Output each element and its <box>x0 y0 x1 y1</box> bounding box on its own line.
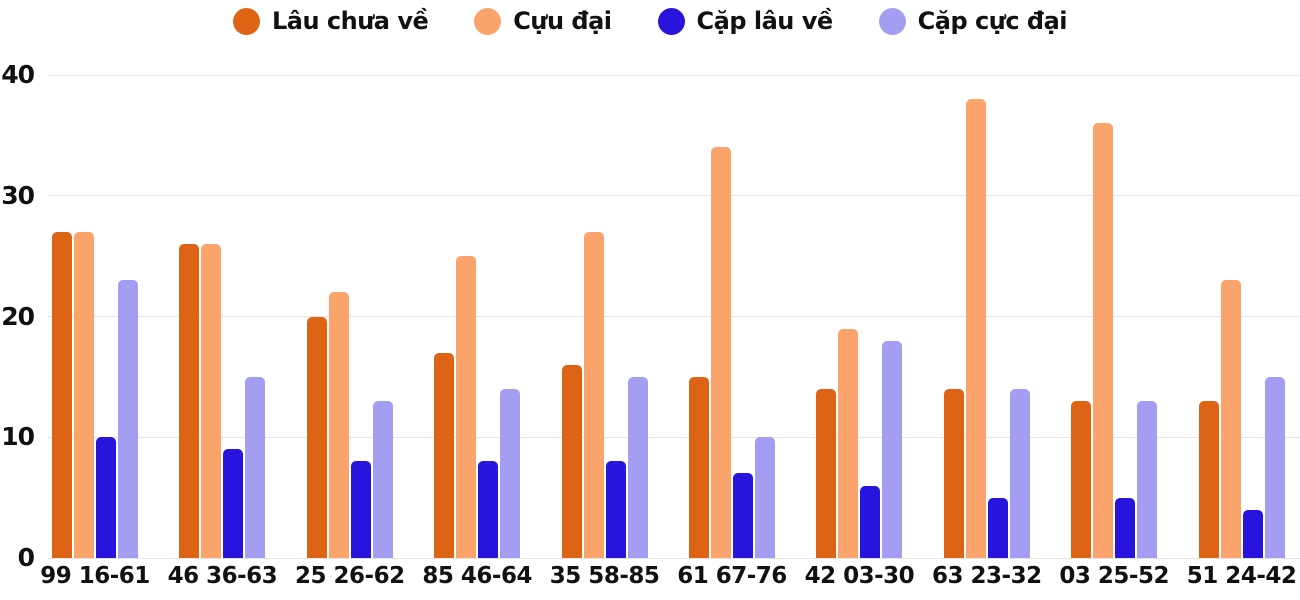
bar-cap-cuc-ai-61-67-76[interactable] <box>755 437 775 558</box>
x-axis-label-61-67-76: 61 67-76 <box>677 563 787 589</box>
legend-label: Cặp cực đại <box>917 7 1068 35</box>
bar-cap-lau-ve-42-03-30[interactable] <box>860 485 881 558</box>
y-axis-tick-20: 20 <box>1 301 35 331</box>
bar-lau-chua-ve-85-46-64[interactable] <box>434 352 455 558</box>
bar-cuu-ai-61-67-76[interactable] <box>711 147 731 558</box>
x-axis-label-25-26-62: 25 26-62 <box>295 563 405 589</box>
bar-cap-lau-ve-46-36-63[interactable] <box>223 449 244 558</box>
gridline-10 <box>48 436 1300 438</box>
y-axis-tick-30: 30 <box>1 180 35 210</box>
bar-cap-cuc-ai-63-23-32[interactable] <box>1009 388 1030 558</box>
bar-cap-lau-ve-03-25-52[interactable] <box>1115 497 1136 558</box>
gridline-0 <box>48 557 1300 559</box>
x-axis-label-03-25-52: 03 25-52 <box>1059 563 1169 589</box>
bar-lau-chua-ve-51-24-42[interactable] <box>1198 401 1219 558</box>
bar-lau-chua-ve-03-25-52[interactable] <box>1071 401 1092 558</box>
bar-cap-lau-ve-63-23-32[interactable] <box>987 497 1008 558</box>
bar-cap-cuc-ai-46-36-63[interactable] <box>245 376 266 558</box>
bar-cap-cuc-ai-35-58-85[interactable] <box>627 376 648 558</box>
bar-cap-cuc-ai-51-24-42[interactable] <box>1264 376 1285 558</box>
legend-swatch-icon <box>474 7 502 35</box>
x-axis-label-85-46-64: 85 46-64 <box>422 563 532 589</box>
x-axis-label-99-16-61: 99 16-61 <box>40 563 150 589</box>
legend-label: Cựu đại <box>513 7 612 35</box>
bar-cuu-ai-46-36-63[interactable] <box>201 244 222 558</box>
legend-item-lau-chua-ve[interactable]: Lâu chưa về <box>232 7 429 35</box>
bar-lau-chua-ve-61-67-76[interactable] <box>689 376 709 558</box>
bar-cap-cuc-ai-99-16-61[interactable] <box>118 280 138 558</box>
legend-swatch-icon <box>232 7 260 35</box>
bar-cap-lau-ve-61-67-76[interactable] <box>733 473 753 558</box>
legend-swatch-icon <box>657 7 685 35</box>
gridline-30 <box>48 195 1300 197</box>
x-axis-label-35-58-85: 35 58-85 <box>549 563 660 589</box>
bar-cuu-ai-35-58-85[interactable] <box>583 231 604 558</box>
bar-cuu-ai-85-46-64[interactable] <box>456 256 477 558</box>
bar-cuu-ai-03-25-52[interactable] <box>1093 123 1114 558</box>
legend-swatch-icon <box>878 7 906 35</box>
gridline-20 <box>48 316 1300 317</box>
legend-item-cuu-ai[interactable]: Cựu đại <box>474 7 612 35</box>
legend-label: Cặp lâu về <box>696 7 834 35</box>
bar-lau-chua-ve-99-16-61[interactable] <box>52 231 72 558</box>
bar-cuu-ai-51-24-42[interactable] <box>1220 280 1241 558</box>
bar-lau-chua-ve-63-23-32[interactable] <box>943 388 964 558</box>
legend-label: Lâu chưa về <box>271 7 429 35</box>
bar-cap-cuc-ai-25-26-62[interactable] <box>372 401 393 558</box>
bar-cap-cuc-ai-03-25-52[interactable] <box>1137 401 1158 558</box>
x-axis-label-63-23-32: 63 23-32 <box>932 563 1042 589</box>
bar-lau-chua-ve-35-58-85[interactable] <box>561 364 582 558</box>
bar-cap-cuc-ai-85-46-64[interactable] <box>500 388 521 558</box>
y-axis-tick-40: 40 <box>1 60 35 89</box>
bar-cap-cuc-ai-42-03-30[interactable] <box>882 340 903 558</box>
chart-legend: Lâu chưa về Cựu đại Cặp lâu về Cặp cực đại <box>0 7 1300 35</box>
x-axis-label-42-03-30: 42 03-30 <box>804 563 915 589</box>
bar-cap-lau-ve-25-26-62[interactable] <box>350 461 371 558</box>
bar-lau-chua-ve-46-36-63[interactable] <box>179 244 200 558</box>
bar-cuu-ai-25-26-62[interactable] <box>328 292 349 558</box>
gridline-40 <box>48 74 1300 76</box>
bar-cuu-ai-42-03-30[interactable] <box>838 328 859 558</box>
bar-cuu-ai-99-16-61[interactable] <box>74 231 94 558</box>
bar-lau-chua-ve-42-03-30[interactable] <box>816 388 837 558</box>
bar-cap-lau-ve-99-16-61[interactable] <box>96 437 116 558</box>
legend-item-cap-cuc-ai[interactable]: Cặp cực đại <box>878 7 1068 35</box>
y-axis-tick-0: 0 <box>17 543 35 572</box>
bar-lau-chua-ve-25-26-62[interactable] <box>306 316 327 558</box>
bar-cuu-ai-63-23-32[interactable] <box>965 99 986 558</box>
bar-cap-lau-ve-51-24-42[interactable] <box>1242 509 1263 558</box>
x-axis-label-46-36-63: 46 36-63 <box>167 563 278 589</box>
y-axis-tick-10: 10 <box>1 422 35 452</box>
bar-cap-lau-ve-35-58-85[interactable] <box>605 461 626 558</box>
bar-cap-lau-ve-85-46-64[interactable] <box>478 461 499 558</box>
legend-item-cap-lau-ve[interactable]: Cặp lâu về <box>657 7 834 35</box>
x-axis-label-51-24-42: 51 24-42 <box>1186 563 1297 589</box>
